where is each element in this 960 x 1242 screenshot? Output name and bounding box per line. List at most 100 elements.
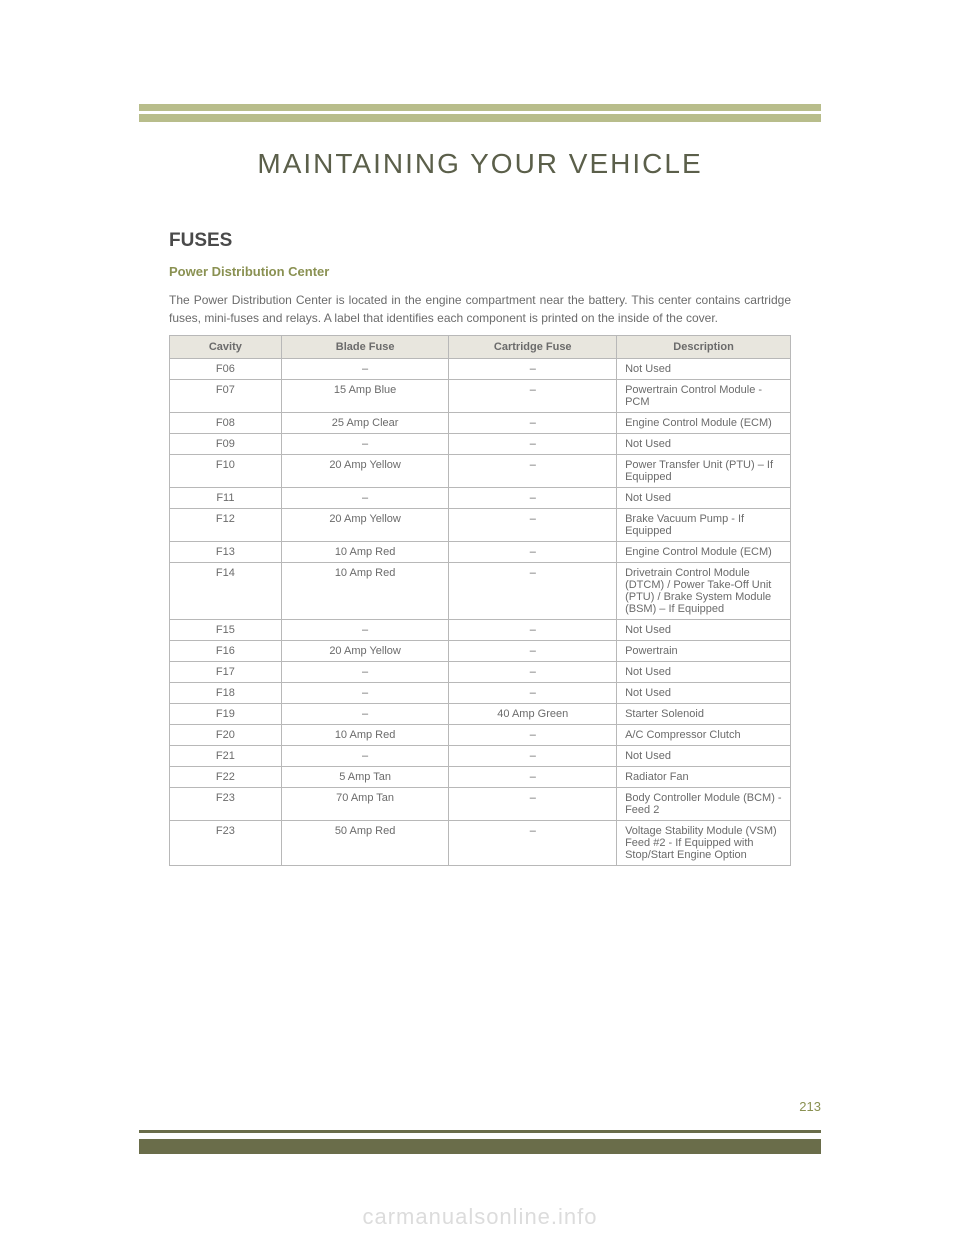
table-cell: F09 [170, 434, 282, 455]
table-cell: – [449, 359, 617, 380]
body-text: The Power Distribution Center is located… [169, 291, 791, 327]
table-cell: F17 [170, 662, 282, 683]
table-cell: – [449, 563, 617, 620]
table-cell: – [449, 434, 617, 455]
section-title: FUSES [169, 230, 791, 252]
table-cell: – [449, 380, 617, 413]
table-cell: Not Used [617, 434, 791, 455]
table-row: F1020 Amp Yellow–Power Transfer Unit (PT… [170, 455, 791, 488]
table-row: F1410 Amp Red–Drivetrain Control Module … [170, 563, 791, 620]
table-cell: – [449, 455, 617, 488]
table-cell: F06 [170, 359, 282, 380]
table-cell: Power Transfer Unit (PTU) – If Equipped [617, 455, 791, 488]
table-cell: 20 Amp Yellow [281, 455, 449, 488]
table-cell: – [281, 683, 449, 704]
table-cell: Not Used [617, 359, 791, 380]
table-cell: – [449, 683, 617, 704]
table-cell: F22 [170, 767, 282, 788]
table-cell: Voltage Stability Module (VSM) Feed #2 -… [617, 821, 791, 866]
table-row: F0825 Amp Clear–Engine Control Module (E… [170, 413, 791, 434]
table-row: F2010 Amp Red–A/C Compressor Clutch [170, 725, 791, 746]
table-row: F1620 Amp Yellow–Powertrain [170, 641, 791, 662]
table-cell: – [449, 488, 617, 509]
table-row: F2370 Amp Tan–Body Controller Module (BC… [170, 788, 791, 821]
table-cell: F16 [170, 641, 282, 662]
table-cell: 5 Amp Tan [281, 767, 449, 788]
table-cell: Not Used [617, 620, 791, 641]
table-row: F0715 Amp Blue–Powertrain Control Module… [170, 380, 791, 413]
page-number: 213 [799, 1099, 821, 1114]
table-row: F1220 Amp Yellow–Brake Vacuum Pump - If … [170, 509, 791, 542]
table-cell: – [281, 746, 449, 767]
table-row: F11––Not Used [170, 488, 791, 509]
table-cell: Body Controller Module (BCM) - Feed 2 [617, 788, 791, 821]
table-cell: Powertrain [617, 641, 791, 662]
table-cell: – [449, 662, 617, 683]
table-row: F225 Amp Tan–Radiator Fan [170, 767, 791, 788]
table-row: F06––Not Used [170, 359, 791, 380]
table-cell: Radiator Fan [617, 767, 791, 788]
table-cell: 20 Amp Yellow [281, 641, 449, 662]
table-cell: – [281, 620, 449, 641]
table-cell: A/C Compressor Clutch [617, 725, 791, 746]
table-cell: – [449, 413, 617, 434]
table-cell: F14 [170, 563, 282, 620]
table-cell: Not Used [617, 662, 791, 683]
table-row: F18––Not Used [170, 683, 791, 704]
table-cell: Brake Vacuum Pump - If Equipped [617, 509, 791, 542]
sub-title: Power Distribution Center [169, 264, 791, 279]
table-cell: 25 Amp Clear [281, 413, 449, 434]
watermark: carmanualsonline.info [0, 1204, 960, 1230]
table-cell: F23 [170, 788, 282, 821]
table-row: F15––Not Used [170, 620, 791, 641]
table-cell: – [281, 662, 449, 683]
table-cell: – [281, 704, 449, 725]
fuse-table: Cavity Blade Fuse Cartridge Fuse Descrip… [169, 335, 791, 866]
table-header-row: Cavity Blade Fuse Cartridge Fuse Descrip… [170, 336, 791, 359]
table-row: F19–40 Amp GreenStarter Solenoid [170, 704, 791, 725]
col-description: Description [617, 336, 791, 359]
table-cell: F18 [170, 683, 282, 704]
table-cell: F19 [170, 704, 282, 725]
table-cell: 20 Amp Yellow [281, 509, 449, 542]
table-cell: F10 [170, 455, 282, 488]
table-cell: Drivetrain Control Module (DTCM) / Power… [617, 563, 791, 620]
table-cell: Engine Control Module (ECM) [617, 413, 791, 434]
table-cell: – [449, 641, 617, 662]
page-content: FUSES Power Distribution Center The Powe… [169, 230, 791, 866]
table-cell: 10 Amp Red [281, 563, 449, 620]
table-cell: – [449, 767, 617, 788]
bottom-decor-band [139, 1139, 821, 1154]
chapter-title: MAINTAINING YOUR VEHICLE [139, 148, 821, 180]
table-cell: – [281, 359, 449, 380]
table-row: F2350 Amp Red–Voltage Stability Module (… [170, 821, 791, 866]
table-cell: F20 [170, 725, 282, 746]
table-cell: Not Used [617, 683, 791, 704]
table-cell: F11 [170, 488, 282, 509]
table-row: F17––Not Used [170, 662, 791, 683]
table-cell: Starter Solenoid [617, 704, 791, 725]
table-cell: F13 [170, 542, 282, 563]
table-cell: – [281, 434, 449, 455]
table-cell: F08 [170, 413, 282, 434]
table-cell: – [449, 725, 617, 746]
table-cell: – [449, 620, 617, 641]
table-cell: 10 Amp Red [281, 725, 449, 746]
col-cartridge-fuse: Cartridge Fuse [449, 336, 617, 359]
table-cell: F21 [170, 746, 282, 767]
table-cell: – [449, 821, 617, 866]
table-cell: Not Used [617, 488, 791, 509]
table-cell: Not Used [617, 746, 791, 767]
table-cell: F23 [170, 821, 282, 866]
table-cell: Powertrain Control Module - PCM [617, 380, 791, 413]
table-cell: – [449, 542, 617, 563]
top-decor-band-gap [139, 111, 821, 114]
table-cell: 70 Amp Tan [281, 788, 449, 821]
table-cell: – [281, 488, 449, 509]
table-cell: F12 [170, 509, 282, 542]
table-row: F09––Not Used [170, 434, 791, 455]
table-cell: – [449, 746, 617, 767]
col-cavity: Cavity [170, 336, 282, 359]
col-blade-fuse: Blade Fuse [281, 336, 449, 359]
table-cell: 40 Amp Green [449, 704, 617, 725]
